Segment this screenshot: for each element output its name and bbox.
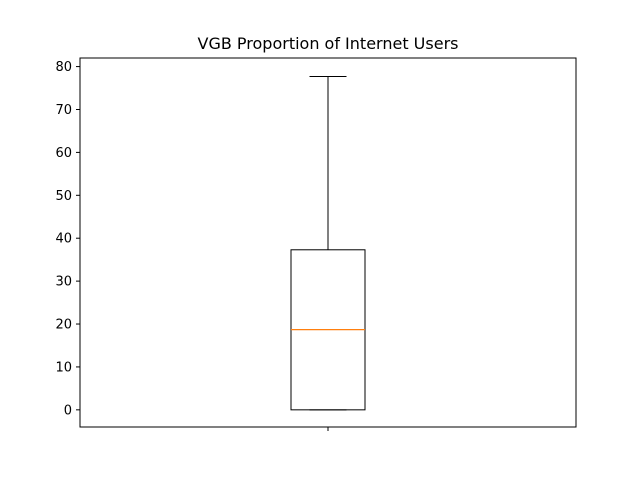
y-tick-label: 60 xyxy=(55,146,72,161)
y-axis: 0 10 20 30 40 50 60 70 80 xyxy=(55,60,80,418)
y-tick-label: 40 xyxy=(55,232,72,247)
box-plot xyxy=(290,75,366,411)
y-tick-label: 70 xyxy=(55,103,72,118)
chart-title: VGB Proportion of Internet Users xyxy=(198,34,459,53)
y-tick-label: 50 xyxy=(55,189,72,204)
y-tick-label: 20 xyxy=(55,318,72,333)
y-tick-label: 80 xyxy=(55,60,72,75)
y-tick-label: 0 xyxy=(64,403,72,418)
y-tick-label: 30 xyxy=(55,275,72,290)
y-tick-label: 10 xyxy=(55,360,72,375)
